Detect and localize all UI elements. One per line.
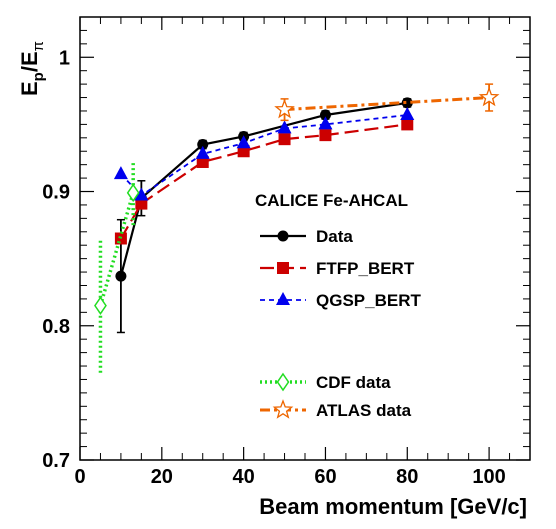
data-point <box>196 155 209 168</box>
plot-frame <box>79 16 531 461</box>
series-line <box>120 114 408 197</box>
data-point <box>197 139 209 151</box>
data-point <box>319 109 331 121</box>
x-axis-title: Beam momentum [GeV/c] <box>259 494 527 519</box>
legend-header: CALICE Fe-AHCAL <box>255 191 408 210</box>
axis-ticks: 0 20 40 60 80 100 0.7 0.8 0.9 1 <box>42 16 531 488</box>
x-tick-label: 40 <box>233 466 255 488</box>
y-axis-title-sub2: π <box>30 41 47 51</box>
data-point <box>126 183 140 203</box>
data-point <box>400 106 415 120</box>
plot-area-border <box>79 16 531 461</box>
y-axis-title-slash: /E <box>17 51 42 72</box>
legend-entry-ftfp: FTFP_BERT <box>260 259 415 278</box>
series-cdf <box>94 160 140 373</box>
y-tick-label: 0.9 <box>42 182 70 204</box>
data-point <box>277 120 292 134</box>
series-atlas <box>274 83 500 122</box>
legend-marker <box>272 399 294 419</box>
data-point <box>478 86 500 107</box>
data-point <box>278 133 291 146</box>
y-axis-title-sub1: p <box>30 72 47 81</box>
legend-label: FTFP_BERT <box>316 259 415 278</box>
legend-label: CDF data <box>316 373 391 392</box>
legend-marker <box>276 372 290 392</box>
y-axis-title-main: E <box>17 81 42 96</box>
data-point <box>274 98 295 119</box>
data-series <box>94 83 500 373</box>
x-tick-label: 100 <box>472 466 505 488</box>
y-tick-label: 0.8 <box>42 316 70 338</box>
legend-entry-atlas: ATLAS data <box>260 399 412 420</box>
data-point <box>319 129 332 142</box>
x-tick-label: 0 <box>74 466 85 488</box>
legend-entry-cdf: CDF data <box>260 372 391 392</box>
y-axis-title: Ep/Eπ <box>17 41 47 96</box>
data-point <box>401 118 414 131</box>
legend-entry-data: Data <box>260 227 353 246</box>
legend-marker <box>277 262 289 274</box>
legend-marker <box>277 230 289 242</box>
svg-text:Ep/Eπ: Ep/Eπ <box>17 41 47 96</box>
series-line <box>284 96 490 112</box>
x-tick-label: 80 <box>396 466 418 488</box>
data-point <box>135 197 148 210</box>
data-point <box>113 166 128 180</box>
series-qgsp <box>113 106 415 201</box>
data-point <box>237 145 250 158</box>
data-point <box>195 145 210 159</box>
series-line <box>119 123 408 240</box>
data-point <box>401 97 413 109</box>
x-tick-label: 60 <box>314 466 336 488</box>
data-point <box>115 270 127 282</box>
data-point <box>236 135 251 149</box>
data-point <box>318 116 333 130</box>
data-point <box>94 296 107 315</box>
legend-label: ATLAS data <box>316 401 412 420</box>
y-tick-label: 1 <box>59 47 70 69</box>
y-tick-label: 0.7 <box>42 450 70 472</box>
data-point <box>134 187 149 201</box>
legend: CALICE Fe-AHCAL Data FTFP_BERT QGSP_BERT CD… <box>255 191 421 420</box>
legend-label: QGSP_BERT <box>316 291 421 310</box>
legend-entry-qgsp: QGSP_BERT <box>260 291 421 310</box>
legend-marker <box>276 292 290 305</box>
x-tick-label: 20 <box>151 466 173 488</box>
series-ftfp <box>114 118 414 245</box>
legend-label: Data <box>316 227 353 246</box>
